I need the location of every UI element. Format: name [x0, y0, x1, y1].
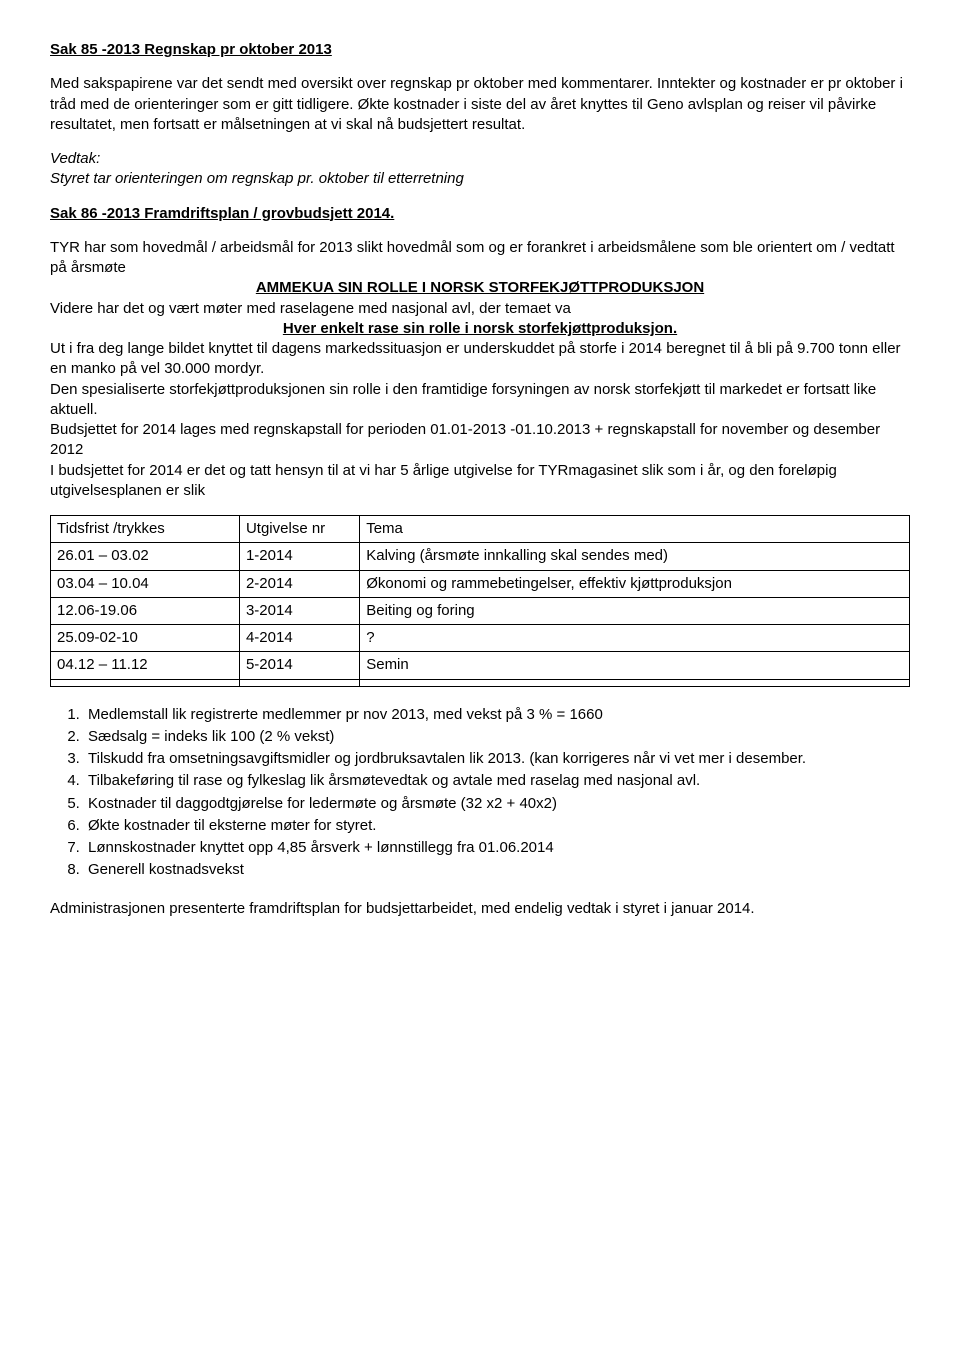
utgivelse-table: Tidsfrist /trykkes Utgivelse nr Tema 26.…: [50, 515, 910, 687]
section-86-block-1: TYR har som hovedmål / arbeidsmål for 20…: [50, 238, 910, 501]
section-86-title: Sak 86 -2013 Framdriftsplan / grovbudsje…: [50, 204, 910, 224]
section-86-p3: Den spesialiserte storfekjøttproduksjone…: [50, 381, 876, 418]
list-item: Økte kostnader til eksterne møter for st…: [84, 816, 910, 836]
table-row: [51, 679, 910, 686]
numbered-list: Medlemstall lik registrerte medlemmer pr…: [50, 705, 910, 881]
table-cell: 04.12 – 11.12: [51, 652, 240, 679]
table-cell: Kalving (årsmøte innkalling skal sendes …: [360, 543, 910, 570]
section-86-p1b: Videre har det og vært møter med raselag…: [50, 300, 571, 317]
section-85-vedtak: Vedtak: Styret tar orienteringen om regn…: [50, 149, 910, 190]
section-85-title: Sak 85 -2013 Regnskap pr oktober 2013: [50, 40, 910, 60]
vedtak-text: Styret tar orienteringen om regnskap pr.…: [50, 170, 464, 187]
table-cell: 2-2014: [239, 570, 359, 597]
table-cell: ?: [360, 625, 910, 652]
table-cell: 26.01 – 03.02: [51, 543, 240, 570]
table-row: 03.04 – 10.04 2-2014 Økonomi og rammebet…: [51, 570, 910, 597]
table-cell: 3-2014: [239, 597, 359, 624]
table-cell: [239, 679, 359, 686]
rase-line: Hver enkelt rase sin rolle i norsk storf…: [50, 319, 910, 339]
closing-paragraph: Administrasjonen presenterte framdriftsp…: [50, 899, 910, 919]
table-cell: [360, 679, 910, 686]
table-cell: Semin: [360, 652, 910, 679]
list-item: Lønnskostnader knyttet opp 4,85 årsverk …: [84, 838, 910, 858]
table-header-cell: Utgivelse nr: [239, 516, 359, 543]
section-86-p4: Budsjettet for 2014 lages med regnskapst…: [50, 421, 880, 458]
list-item: Generell kostnadsvekst: [84, 860, 910, 880]
table-row: 04.12 – 11.12 5-2014 Semin: [51, 652, 910, 679]
table-cell: 25.09-02-10: [51, 625, 240, 652]
vedtak-label: Vedtak:: [50, 150, 100, 167]
table-cell: 1-2014: [239, 543, 359, 570]
section-86-p5: I budsjettet for 2014 er det og tatt hen…: [50, 462, 837, 499]
ammekua-line: AMMEKUA SIN ROLLE I NORSK STORFEKJØTTPRO…: [50, 278, 910, 298]
table-row: 12.06-19.06 3-2014 Beiting og foring: [51, 597, 910, 624]
list-item: Kostnader til daggodtgjørelse for lederm…: [84, 794, 910, 814]
section-86-p2: Ut i fra deg lange bildet knyttet til da…: [50, 340, 901, 377]
list-item: Sædsalg = indeks lik 100 (2 % vekst): [84, 727, 910, 747]
table-cell: 4-2014: [239, 625, 359, 652]
table-row: 26.01 – 03.02 1-2014 Kalving (årsmøte in…: [51, 543, 910, 570]
table-header-cell: Tema: [360, 516, 910, 543]
table-header-cell: Tidsfrist /trykkes: [51, 516, 240, 543]
list-item: Tilskudd fra omsetningsavgiftsmidler og …: [84, 749, 910, 769]
section-85-paragraph: Med sakspapirene var det sendt med overs…: [50, 74, 910, 135]
list-item: Medlemstall lik registrerte medlemmer pr…: [84, 705, 910, 725]
table-cell: Økonomi og rammebetingelser, effektiv kj…: [360, 570, 910, 597]
list-item: Tilbakeføring til rase og fylkeslag lik …: [84, 771, 910, 791]
section-86-p1a: TYR har som hovedmål / arbeidsmål for 20…: [50, 239, 895, 276]
table-cell: 5-2014: [239, 652, 359, 679]
table-cell: [51, 679, 240, 686]
table-row: 25.09-02-10 4-2014 ?: [51, 625, 910, 652]
table-cell: Beiting og foring: [360, 597, 910, 624]
table-header-row: Tidsfrist /trykkes Utgivelse nr Tema: [51, 516, 910, 543]
table-cell: 12.06-19.06: [51, 597, 240, 624]
table-cell: 03.04 – 10.04: [51, 570, 240, 597]
